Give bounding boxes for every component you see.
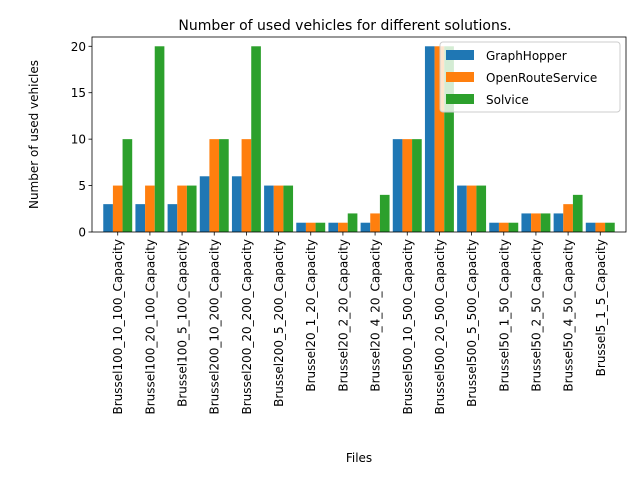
bar-solvice-8: [379, 194, 390, 232]
bar-graphhopper-12: [489, 222, 499, 232]
x-tick-label-8: Brussel20_4_20_Capacity: [369, 239, 383, 392]
bar-solvice-14: [572, 194, 583, 232]
x-tick-label-15: Brussel5_1_5_Capacity: [594, 239, 608, 376]
bar-openrouteservice-9: [402, 139, 413, 232]
axes-frame: [91, 36, 627, 233]
bar-solvice-10: [444, 46, 454, 233]
bar-openrouteservice-5: [273, 185, 284, 232]
bar-solvice-5: [283, 185, 294, 232]
bar-openrouteservice-0: [112, 185, 123, 232]
y-axis: 0 5 10 15 20: [71, 40, 92, 240]
x-tick-label-0: Brussel100_10_100_Capacity: [111, 239, 125, 415]
legend: GraphHopper OpenRouteService Solvice: [439, 41, 621, 113]
bar-graphhopper-10: [424, 46, 435, 233]
legend-label-1: OpenRouteService: [486, 71, 597, 85]
bar-solvice-3: [219, 139, 229, 232]
bar-graphhopper-15: [585, 222, 596, 232]
bar-openrouteservice-3: [209, 139, 220, 232]
y-tick-label-1: 5: [78, 179, 86, 193]
legend-label-2: Solvice: [486, 93, 529, 107]
y-axis-label: Number of used vehicles: [27, 60, 41, 209]
bar-graphhopper-13: [521, 213, 532, 232]
bar-solvice-12: [508, 222, 519, 232]
bar-graphhopper-4: [231, 176, 242, 232]
bar-solvice-1: [154, 46, 165, 233]
x-tick-label-9: Brussel500_10_500_Capacity: [401, 239, 415, 415]
bar-solvice-11: [476, 185, 487, 232]
bar-openrouteservice-14: [563, 204, 573, 232]
x-tick-label-7: Brussel20_2_20_Capacity: [336, 239, 350, 392]
x-tick-label-1: Brussel100_20_100_Capacity: [143, 239, 157, 415]
legend-swatch-1: [446, 72, 474, 82]
bar-solvice-7: [347, 213, 358, 232]
bar-solvice-2: [186, 185, 197, 232]
bar-graphhopper-14: [553, 213, 564, 232]
bar-graphhopper-0: [103, 204, 113, 232]
x-tick-label-5: Brussel200_5_200_Capacity: [272, 239, 286, 407]
bar-openrouteservice-1: [145, 185, 155, 232]
bar-openrouteservice-10: [434, 46, 445, 233]
x-tick-label-2: Brussel100_5_100_Capacity: [176, 239, 190, 407]
legend-swatch-2: [446, 94, 474, 104]
bar-openrouteservice-6: [305, 222, 316, 232]
x-axis-label: Files: [346, 451, 372, 465]
bar-openrouteservice-11: [466, 185, 477, 232]
x-tick-label-12: Brussel50_1_50_Capacity: [497, 239, 511, 392]
bar-openrouteservice-12: [498, 222, 509, 232]
bar-graphhopper-5: [264, 185, 274, 232]
bar-solvice-15: [605, 222, 615, 232]
bars-group: [103, 46, 615, 233]
y-tick-label-2: 10: [71, 133, 86, 147]
x-tick-label-14: Brussel50_4_50_Capacity: [562, 239, 576, 392]
bar-graphhopper-3: [199, 176, 210, 232]
bar-openrouteservice-15: [595, 222, 606, 232]
bar-graphhopper-2: [167, 204, 178, 232]
y-tick-label-0: 0: [78, 226, 86, 240]
bar-solvice-0: [122, 139, 133, 232]
bar-solvice-6: [315, 222, 326, 232]
bar-openrouteservice-13: [531, 213, 541, 232]
bar-graphhopper-1: [135, 204, 146, 232]
bar-solvice-9: [412, 139, 422, 232]
legend-swatch-0: [446, 50, 474, 60]
x-tick-label-3: Brussel200_10_200_Capacity: [208, 239, 222, 415]
y-tick-label-4: 20: [71, 40, 86, 54]
bar-solvice-4: [251, 46, 261, 233]
bar-openrouteservice-2: [177, 185, 187, 232]
bar-graphhopper-11: [457, 185, 467, 232]
x-tick-label-11: Brussel500_5_500_Capacity: [465, 239, 479, 407]
y-tick-label-3: 15: [71, 86, 86, 100]
legend-label-0: GraphHopper: [486, 49, 567, 63]
bar-openrouteservice-8: [370, 213, 380, 232]
bar-solvice-13: [540, 213, 551, 232]
bar-graphhopper-7: [328, 222, 339, 232]
bar-graphhopper-8: [360, 222, 371, 232]
x-tick-label-6: Brussel20_1_20_Capacity: [304, 239, 318, 392]
chart-title: Number of used vehicles for different so…: [178, 18, 511, 34]
x-tick-label-4: Brussel200_20_200_Capacity: [240, 239, 254, 415]
bar-openrouteservice-7: [338, 222, 348, 232]
x-tick-label-10: Brussel500_20_500_Capacity: [433, 239, 447, 415]
bar-graphhopper-9: [392, 139, 403, 232]
bar-graphhopper-6: [296, 222, 306, 232]
bar-openrouteservice-4: [241, 139, 252, 232]
x-axis: Brussel100_10_100_Capacity Brussel100_20_…: [111, 232, 608, 415]
x-tick-label-13: Brussel50_2_50_Capacity: [529, 239, 543, 392]
legend-frame: [439, 41, 621, 113]
